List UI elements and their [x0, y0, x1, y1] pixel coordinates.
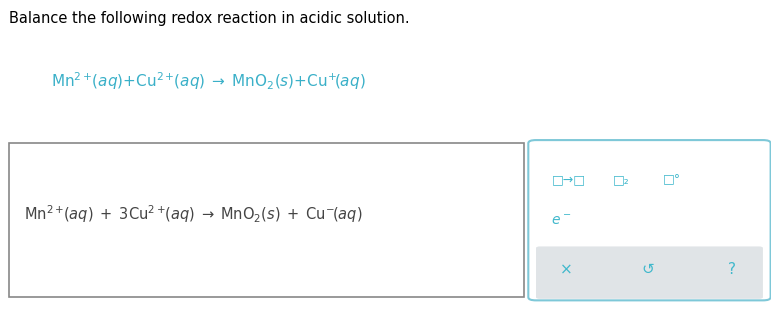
FancyBboxPatch shape [9, 143, 524, 297]
Text: ×: × [560, 262, 573, 277]
FancyBboxPatch shape [536, 246, 763, 299]
Text: □→□: □→□ [551, 174, 585, 187]
Text: ↺: ↺ [642, 262, 654, 277]
Text: □°: □° [663, 174, 681, 187]
FancyBboxPatch shape [528, 140, 770, 300]
Text: ?: ? [728, 262, 736, 277]
Text: $e^-$: $e^-$ [551, 213, 571, 227]
Text: $\mathrm{Mn}^{2+}\!\mathit{(aq)}\;+\;3\mathrm{Cu}^{2+}\!\mathit{(aq)}\;\rightarr: $\mathrm{Mn}^{2+}\!\mathit{(aq)}\;+\;3\m… [25, 203, 363, 225]
Text: Balance the following redox reaction in acidic solution.: Balance the following redox reaction in … [9, 11, 410, 26]
Text: $\mathrm{Mn}^{2+}\!\mathit{(aq)}$$+\mathrm{Cu}^{2+}\!\mathit{(aq)}$$\;\rightarro: $\mathrm{Mn}^{2+}\!\mathit{(aq)}$$+\math… [52, 71, 366, 92]
Text: □₂: □₂ [613, 174, 630, 187]
